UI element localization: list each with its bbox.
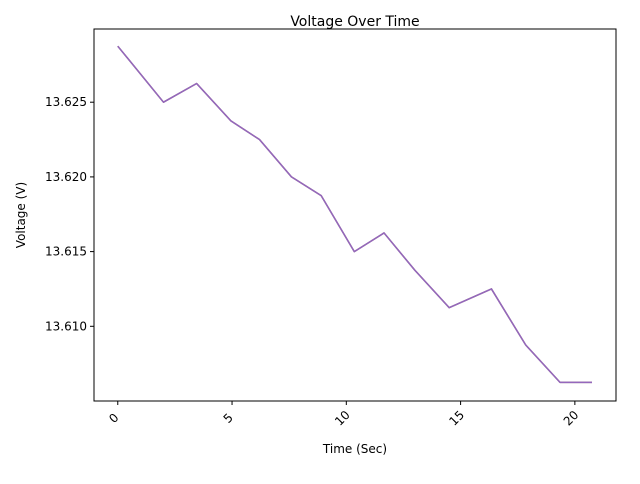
y-tick-label: 13.620 xyxy=(45,170,87,184)
chart-title: Voltage Over Time xyxy=(290,14,419,30)
series-line-0 xyxy=(117,45,592,384)
plot-frame xyxy=(93,28,617,402)
y-tick-label: 13.625 xyxy=(45,95,87,109)
y-axis-label: Voltage (V) xyxy=(14,182,28,248)
y-tick-label: 13.615 xyxy=(45,245,87,259)
x-axis-label: Time (Sec) xyxy=(322,442,387,456)
y-tick-label: 13.610 xyxy=(45,319,87,333)
series-layer xyxy=(117,45,592,384)
y-axis: 13.610 13.615 13.620 13.625 xyxy=(45,95,94,333)
